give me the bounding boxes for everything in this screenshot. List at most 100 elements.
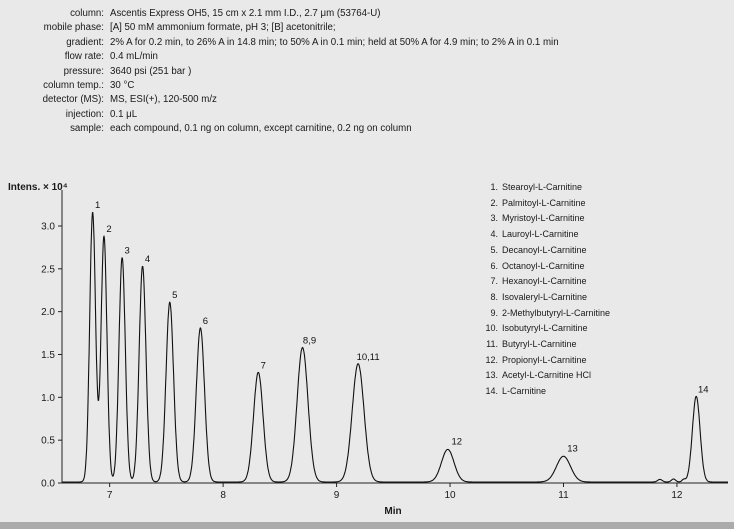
method-parameters: column: Ascentis Express OH5, 15 cm x 2.… [0,7,559,137]
param-label: pressure: [63,65,104,77]
legend-name: Octanoyl-L-Carnitine [502,260,585,271]
param-row-mobile-phase: mobile phase: [A] 50 mM ammonium formate… [0,21,559,35]
legend-name: Palmitoyl-L-Carnitine [502,197,586,208]
param-row-gradient: gradient: 2% A for 0.2 min, to 26% A in … [0,36,559,50]
legend-name: Isovaleryl-L-Carnitine [502,291,588,302]
param-row-flow-rate: flow rate: 0.4 mL/min [0,50,559,64]
legend-name: Propionyl-L-Carnitine [502,354,587,365]
y-tick-label: 1.0 [41,393,55,404]
y-tick-label: 1.5 [41,350,55,361]
legend-number: 8. [490,291,498,302]
legend-number: 4. [490,229,498,240]
legend-number: 9. [490,307,498,318]
param-label: detector (MS): [42,94,104,106]
legend-name: Hexanoyl-L-Carnitine [502,276,587,287]
legend-item: 9. 2-Methylbutyryl-L-Carnitine [472,306,610,322]
legend-item: 2. Palmitoyl-L-Carnitine [472,196,610,212]
param-value: each compound, 0.1 ng on column, except … [110,123,412,135]
chromatogram-trace [61,211,729,483]
legend-number: 11. [486,339,498,350]
legend-name: Decanoyl-L-Carnitine [502,244,587,255]
legend-item: 11. Butyryl-L-Carnitine [472,337,610,353]
legend-name: Stearoyl-L-Carnitine [502,182,583,192]
legend-item: 4. Lauroyl-L-Carnitine [472,227,610,243]
legend-name: Acetyl-L-Carnitine HCl [502,370,592,381]
param-value: 2% A for 0.2 min, to 26% A in 14.8 min; … [110,36,559,48]
param-label: mobile phase: [43,22,104,34]
param-row-injection: injection: 0.1 μL [0,108,559,122]
y-axis-title: Intens. × 10⁴ [8,182,68,193]
legend-item: 7. Hexanoyl-L-Carnitine [472,274,610,290]
param-value: 0.1 μL [110,108,138,120]
legend-number: 13. [485,370,498,381]
peak-label-2: 2 [106,224,111,235]
param-label: flow rate: [64,51,104,63]
param-row-column-temp: column temp.: 30 °C [0,79,559,93]
x-tick-label: 7 [107,490,113,501]
y-tick-label: 3.0 [41,221,55,232]
legend-item: 6. Octanoyl-L-Carnitine [472,259,610,275]
y-tick-label: 2.0 [41,307,55,318]
peak-label-7: 7 [261,360,266,371]
legend-number: 12. [485,354,498,365]
peak-label-8-9: 8,9 [303,335,316,346]
param-row-detector: detector (MS): MS, ESI(+), 120-500 m/z [0,93,559,107]
legend-item: 12. Propionyl-L-Carnitine [472,353,610,369]
peak-label-1: 1 [95,200,100,211]
x-tick-label: 8 [220,490,226,501]
legend-item: 3. Myristoyl-L-Carnitine [472,211,610,227]
chromatogram-plot: 7 8 9 10 11 120.00.51.01.52.02.53.012345678,9… [41,190,729,501]
legend-number: 6. [490,260,498,271]
peak-label-5: 5 [172,290,177,301]
x-tick-label: 9 [334,490,340,501]
param-value: MS, ESI(+), 120-500 m/z [110,94,217,106]
legend-item: 1. Stearoyl-L-Carnitine [472,180,610,196]
legend-number: 14. [485,386,498,397]
param-row-column: column: Ascentis Express OH5, 15 cm x 2.… [0,7,559,21]
legend-number: 7. [490,276,498,287]
legend-name: Isobutyryl-L-Carnitine [502,323,588,334]
legend-item: 10. Isobutyryl-L-Carnitine [472,321,610,337]
param-label: injection: [65,108,104,120]
peak-label-4: 4 [145,254,150,265]
y-tick-label: 2.5 [41,264,55,275]
param-label: column: [70,8,104,19]
peak-label-13: 13 [567,443,578,454]
legend-item: 5. Decanoyl-L-Carnitine [472,243,610,259]
compound-legend: 1. Stearoyl-L-Carnitine 2. Palmitoyl-L-Car… [472,180,610,400]
legend-number: 1. [490,182,498,192]
param-value: 3640 psi (251 bar ) [110,65,192,77]
x-axis-title: Min [384,506,402,517]
legend-number: 5. [490,244,498,255]
param-label: column temp.: [43,80,104,92]
param-value: [A] 50 mM ammonium formate, pH 3; [B] ac… [110,22,336,34]
legend-item: 8. Isovaleryl-L-Carnitine [472,290,610,306]
peak-label-6: 6 [203,316,208,327]
param-value: 0.4 mL/min [110,51,158,63]
y-tick-label: 0.5 [41,436,55,447]
x-tick-label: 11 [558,490,569,501]
param-label: gradient: [66,36,104,48]
peak-label-3: 3 [124,246,129,257]
legend-name: Myristoyl-L-Carnitine [502,213,585,224]
peak-label-12: 12 [451,436,462,447]
param-value: 30 °C [110,80,135,92]
legend-name: L-Carnitine [502,386,547,397]
bottom-border [0,522,734,529]
peak-label-14: 14 [698,384,709,395]
legend-name: 2-Methylbutyryl-L-Carnitine [502,307,611,318]
y-tick-label: 0.0 [41,479,55,490]
legend-number: 3. [490,213,498,224]
x-tick-label: 10 [444,490,456,501]
x-tick-label: 12 [671,490,683,501]
param-label: sample: [70,123,104,135]
param-value: Ascentis Express OH5, 15 cm x 2.1 mm I.D… [110,8,381,19]
peak-label-10-11: 10,11 [357,352,380,363]
legend-number: 2. [490,197,498,208]
param-row-pressure: pressure: 3640 psi (251 bar ) [0,65,559,79]
legend-item: 13. Acetyl-L-Carnitine HCl [472,368,610,384]
legend-item: 14. L-Carnitine [472,384,610,400]
legend-name: Butyryl-L-Carnitine [502,339,577,350]
legend-name: Lauroyl-L-Carnitine [502,229,579,240]
